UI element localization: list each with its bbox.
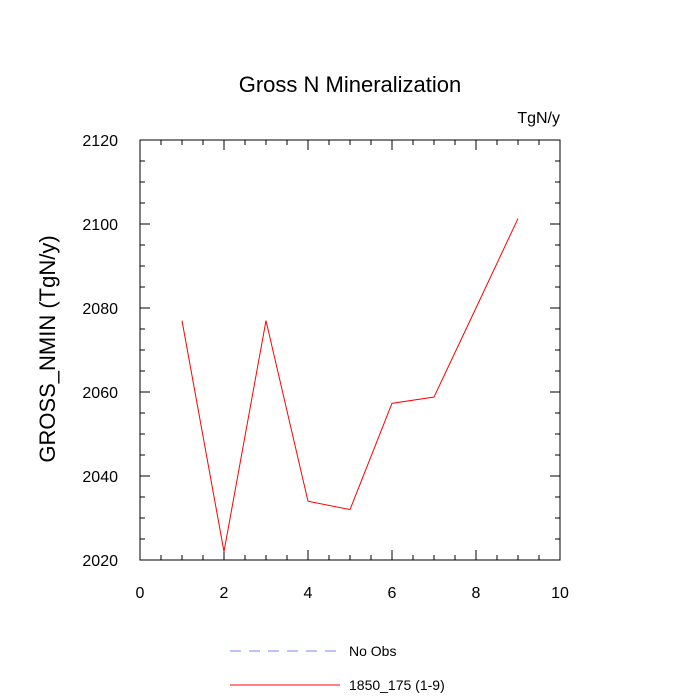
plot-frame [139, 139, 561, 561]
legend: No Obs 1850_175 (1-9) [230, 643, 445, 693]
series-layer [181, 218, 519, 552]
legend-entry-label: 1850_175 (1-9) [349, 677, 445, 693]
x-tick-label: 6 [388, 585, 397, 602]
legend-entry-label: No Obs [349, 643, 396, 659]
x-tick-label: 8 [472, 585, 481, 602]
axis-tick-labels: 0 2 4 6 8 10 2020 2040 2060 2080 2100 2120 [82, 133, 569, 602]
y-tick-label: 2080 [82, 301, 118, 318]
y-tick-label: 2120 [82, 133, 118, 150]
x-tick-label: 10 [551, 585, 569, 602]
axis-ticks [139, 139, 561, 561]
y-tick-label: 2100 [82, 217, 118, 234]
y-axis-title: GROSS_NMIN (TgN/y) [35, 235, 60, 462]
y-tick-label: 2020 [82, 553, 118, 570]
x-tick-label: 2 [220, 585, 229, 602]
chart-title: Gross N Mineralization [239, 72, 462, 97]
units-label: TgN/y [517, 110, 560, 127]
y-tick-label: 2060 [82, 385, 118, 402]
series-line [181, 218, 519, 552]
y-tick-label: 2040 [82, 469, 118, 486]
x-tick-label: 4 [304, 585, 313, 602]
x-tick-label: 0 [136, 585, 145, 602]
